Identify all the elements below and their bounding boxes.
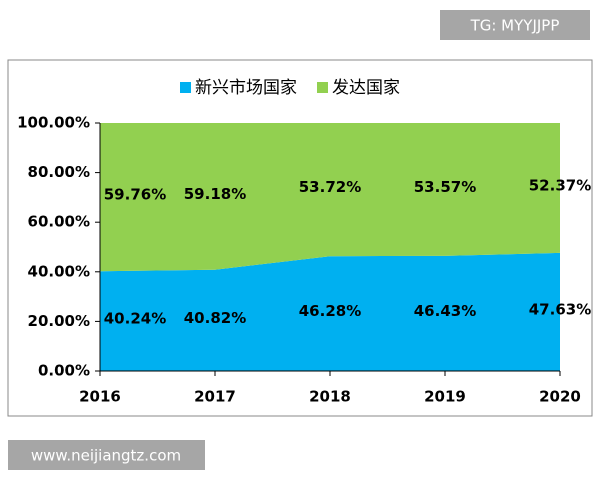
watermark: www.neijiangtz.com [31,447,181,465]
legend-label: 发达国家 [332,78,400,98]
y-tick-label: 40.00% [28,262,90,280]
x-tick-label: 2017 [194,388,236,406]
value-label: 40.82% [184,309,246,327]
area [100,252,560,371]
value-label: 53.57% [414,178,476,196]
y-tick-label: 60.00% [28,213,90,231]
value-label: 59.76% [104,186,166,204]
value-label: 52.37% [529,176,591,194]
legend-label: 新兴市场国家 [195,78,297,98]
y-tick-label: 0.00% [38,362,90,380]
value-label: 59.18% [184,185,246,203]
y-tick-label: 80.00% [28,163,90,181]
legend-swatch [180,82,191,93]
value-label: 40.24% [104,310,166,328]
value-label: 46.28% [299,302,361,320]
legend-swatch [317,82,328,93]
value-label: 47.63% [529,300,591,318]
watermark-badge [8,440,205,470]
y-tick-label: 20.00% [28,312,90,330]
x-tick-label: 2016 [79,388,121,406]
watermark-badge [440,10,590,40]
value-label: 46.43% [414,302,476,320]
value-label: 53.72% [299,178,361,196]
x-tick-label: 2020 [539,388,581,406]
watermark: TG: MYYJJPP [470,17,560,35]
y-tick-label: 100.00% [17,114,90,132]
x-tick-label: 2018 [309,388,351,406]
x-tick-label: 2019 [424,388,466,406]
area [100,123,560,272]
